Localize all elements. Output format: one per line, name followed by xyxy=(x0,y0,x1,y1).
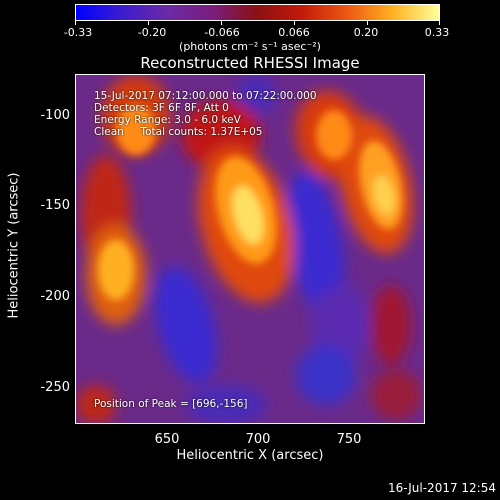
timestamp: 16-Jul-2017 12:54 xyxy=(387,481,496,495)
y-tick: -250 xyxy=(40,380,70,395)
colorbar-unit: (photons cm⁻² s⁻¹ asec⁻²) xyxy=(179,40,321,53)
x-axis-label: Heliocentric X (arcsec) xyxy=(176,448,324,463)
y-tick: -150 xyxy=(40,198,70,213)
x-tick: 650 xyxy=(154,432,180,447)
x-tick: 700 xyxy=(245,432,271,447)
rhessi-image xyxy=(75,74,425,424)
colorbar-tick: 0.20 xyxy=(353,26,379,39)
energy-range: Energy Range: 3.0 - 6.0 keV xyxy=(94,114,241,126)
colorbar-tick: 0.33 xyxy=(424,26,450,39)
colorbar-tick: 0.066 xyxy=(278,26,310,39)
colorbar-tick: -0.33 xyxy=(63,26,93,39)
colorbar-tick: -0.066 xyxy=(204,26,240,39)
colorbar xyxy=(75,4,440,21)
y-tick: -100 xyxy=(40,108,70,123)
detectors: Detectors: 3F 6F 8F, Att 0 xyxy=(94,102,229,114)
y-tick: -200 xyxy=(40,289,70,304)
colorbar-tick: -0.20 xyxy=(137,26,167,39)
clean-counts: Clean Total counts: 1.37E+05 xyxy=(94,126,263,138)
y-axis-label: Heliocentric Y (arcsec) xyxy=(6,172,22,319)
time-range: 15-Jul-2017 07:12:00.000 to 07:22:00.000 xyxy=(94,90,317,102)
image-raster xyxy=(76,75,424,423)
peak-position: Position of Peak = [696,-156] xyxy=(94,398,248,410)
image-title: Reconstructed RHESSI Image xyxy=(140,54,360,72)
x-tick: 750 xyxy=(336,432,362,447)
